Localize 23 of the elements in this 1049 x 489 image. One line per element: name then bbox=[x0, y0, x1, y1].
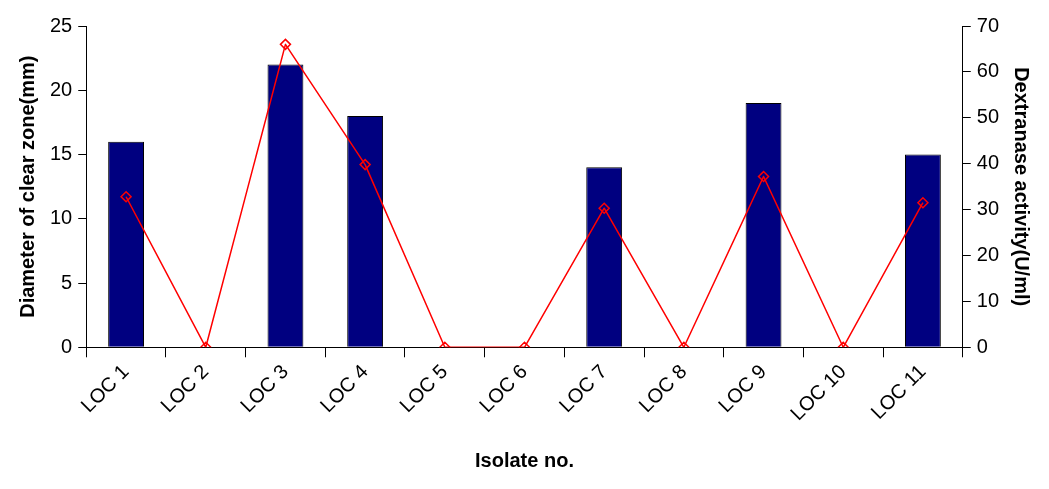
x-axis-title: Isolate no. bbox=[475, 448, 574, 471]
y-tick-label: 25 bbox=[50, 13, 73, 36]
y2-axis-title: Dextranase activity(U/ml) bbox=[1011, 67, 1034, 307]
y2-tick-label: 40 bbox=[976, 151, 999, 174]
y2-tick-label: 20 bbox=[976, 243, 999, 266]
y-axis-title: Diameter of clear zone(mm) bbox=[15, 55, 38, 318]
point bbox=[359, 158, 371, 171]
y-tick-label: 20 bbox=[50, 77, 73, 100]
point bbox=[120, 190, 132, 203]
point bbox=[917, 196, 929, 209]
y2-tick-label: 60 bbox=[976, 59, 999, 82]
point bbox=[757, 170, 770, 183]
point bbox=[279, 38, 292, 51]
y2-tick-label: 30 bbox=[976, 197, 999, 220]
y2-tick-label: 50 bbox=[976, 105, 999, 128]
y2-tick-label: 10 bbox=[976, 288, 999, 311]
point bbox=[598, 202, 610, 214]
y2-tick-label: 70 bbox=[976, 13, 999, 36]
y-tick-label: 10 bbox=[50, 206, 73, 229]
y-tick-label: 0 bbox=[61, 334, 73, 357]
y-tick-label: 15 bbox=[50, 142, 73, 165]
y2-tick-label: 0 bbox=[976, 334, 988, 357]
y-tick-label: 5 bbox=[61, 270, 73, 293]
